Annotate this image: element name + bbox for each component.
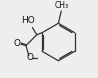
Text: O: O	[27, 53, 34, 62]
Text: HO: HO	[21, 16, 35, 25]
Text: O: O	[14, 39, 21, 48]
Text: CH₃: CH₃	[54, 1, 68, 10]
